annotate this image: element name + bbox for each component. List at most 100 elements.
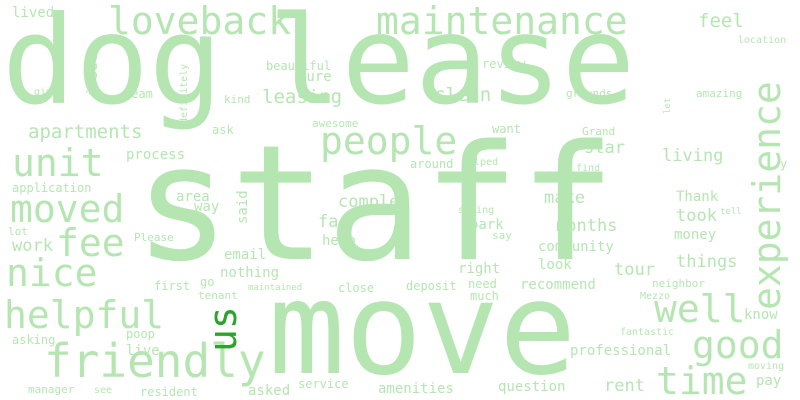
word-look: look <box>538 257 572 273</box>
word-people: people <box>320 119 458 163</box>
word-y: y <box>780 157 788 171</box>
word-review: review <box>482 57 526 71</box>
word-helpful: helpful <box>4 293 165 337</box>
word-complex: complex <box>338 192 410 212</box>
word-community: community <box>538 239 614 255</box>
word-star: star <box>584 138 625 158</box>
word-resident: resident <box>140 385 198 399</box>
word-move: move <box>268 255 577 400</box>
word-grand: Grand <box>582 125 616 138</box>
word-help: help <box>322 233 356 249</box>
word-grounds: grounds <box>566 87 613 100</box>
word-loveback: loveback <box>108 0 292 43</box>
word-living: living <box>662 146 724 166</box>
word-fantastic: fantastic <box>620 327 675 338</box>
word-manager: manager <box>28 383 75 396</box>
word-clean: clean <box>434 84 492 106</box>
word-team: team <box>124 87 153 101</box>
word-lot: lot <box>8 225 28 238</box>
word-much: much <box>470 289 499 303</box>
word-feel: feel <box>698 10 744 32</box>
word-moved: moved <box>10 187 125 231</box>
word-lived: lived <box>12 5 55 21</box>
word-question: question <box>498 379 566 395</box>
word-definitely: definitely <box>179 63 190 124</box>
word-leasing: leasing <box>262 86 343 108</box>
word-thank: Thank <box>676 189 719 205</box>
word-park: park <box>470 217 504 233</box>
word-asking: asking <box>12 333 56 347</box>
word-ask: ask <box>212 123 234 137</box>
word-maintenance: maintenance <box>376 0 628 43</box>
word-need: need <box>468 277 497 291</box>
word-pay: pay <box>756 373 782 389</box>
word-beautiful: beautiful <box>266 59 332 73</box>
word-kind: kind <box>224 93 251 106</box>
word-email: email <box>224 247 267 263</box>
word-experience: experience <box>745 81 789 310</box>
word-saying: saying <box>458 205 495 216</box>
word-application: application <box>12 181 92 195</box>
word-let: let <box>663 97 673 114</box>
word-money: money <box>674 227 717 243</box>
word-poop: poop <box>126 327 155 341</box>
word-first: first <box>154 279 191 293</box>
word-moving: moving <box>748 361 785 372</box>
word-see: see <box>94 385 113 396</box>
word-tell: tell <box>720 207 742 217</box>
word-amazing: amazing <box>696 87 743 100</box>
word-service: service <box>298 377 349 391</box>
word-months: months <box>556 216 618 236</box>
word-far: far <box>318 212 349 232</box>
word-well: well <box>654 287 746 331</box>
word-tenant: tenant <box>198 289 238 302</box>
word-want: want <box>492 122 521 136</box>
word-work: work <box>12 236 53 256</box>
word-unit: unit <box>12 141 104 185</box>
word-location: location <box>738 35 787 46</box>
word-good: good <box>692 323 784 367</box>
word-professional: professional <box>570 343 672 359</box>
word-issue: issue <box>85 53 101 96</box>
word-find: find <box>576 163 601 174</box>
word-right: right <box>458 261 501 277</box>
word-nice: nice <box>6 251 98 295</box>
word-close: close <box>338 281 375 295</box>
word-tour: tour <box>614 260 655 280</box>
word-know: know <box>744 307 778 323</box>
word-around: around <box>410 157 454 171</box>
word-took: took <box>676 206 717 226</box>
word-live: live <box>126 343 160 359</box>
word-please: Please <box>134 231 174 244</box>
word-go: go <box>200 275 215 289</box>
word-us: us <box>201 306 245 352</box>
word-process: process <box>126 147 186 163</box>
word-awesome: awesome <box>312 117 359 130</box>
word-dog: dog <box>2 0 223 132</box>
word-rent: rent <box>604 376 645 396</box>
word-say: say <box>492 229 512 242</box>
word-sure: sure <box>298 69 332 85</box>
word-said: said <box>235 190 251 224</box>
word-staff: staff <box>134 110 616 297</box>
word-give: give <box>34 87 59 98</box>
word-neighbor: neighbor <box>652 277 705 290</box>
word-asked: asked <box>248 383 291 399</box>
word-friendly: friendly <box>44 334 266 388</box>
word-make: make <box>544 188 585 208</box>
word-apartments: apartments <box>28 121 143 143</box>
word-mezzo: Mezzo <box>640 291 671 302</box>
word-lease: lease <box>268 0 636 132</box>
word-nothing: nothing <box>220 265 280 281</box>
word-recommend: recommend <box>520 277 596 293</box>
word-maintained: maintained <box>248 283 303 293</box>
word-fee: fee <box>56 221 125 265</box>
word-deposit: deposit <box>406 279 457 293</box>
word-time: time <box>656 359 748 400</box>
word-area: area <box>176 189 210 205</box>
word-way: way <box>194 199 220 215</box>
word-amenities: amenities <box>378 381 454 397</box>
word-things: things <box>676 252 738 272</box>
word-helped: helped <box>462 157 499 168</box>
